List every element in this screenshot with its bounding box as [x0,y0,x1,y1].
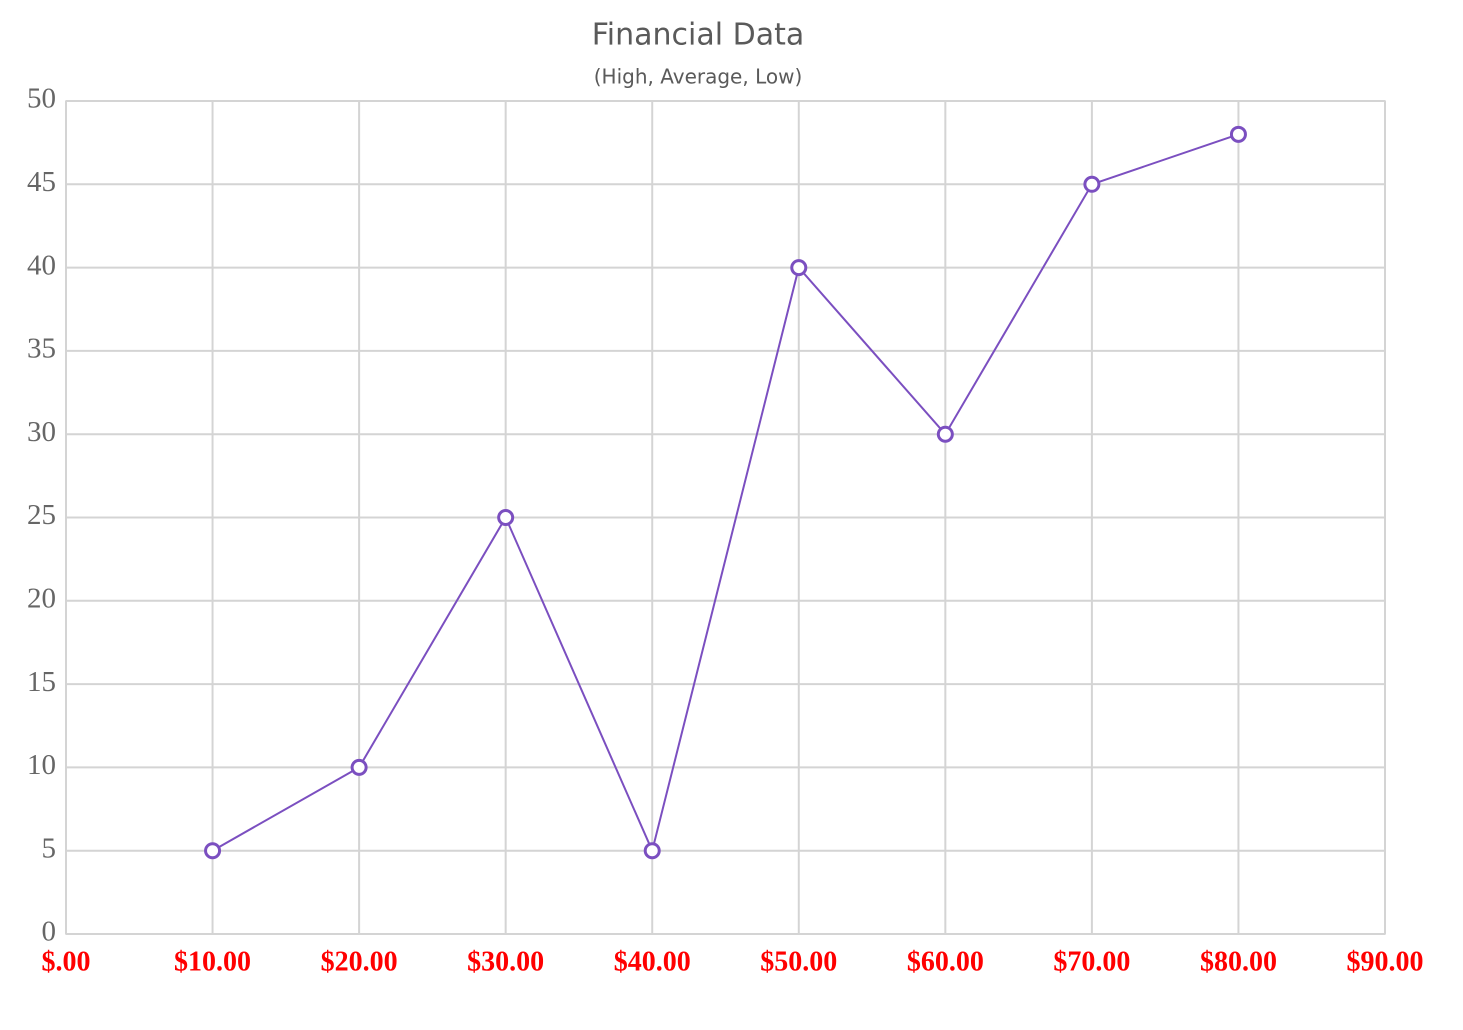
x-tick-label: $10.00 [174,946,251,977]
point [1229,125,1247,143]
x-tick-label: $90.00 [1347,946,1424,977]
y-tick-label: 0 [42,916,57,948]
x-tick-label: $.00 [42,946,91,977]
line [212,133,1239,854]
point [643,842,661,860]
point [497,509,515,526]
point [350,758,368,776]
x-tick-label: $80.00 [1200,946,1277,977]
x-tick-label: $50.00 [760,946,837,977]
x-tick-label: $20.00 [321,946,398,977]
point [936,425,954,443]
chart-title: Financial Data [592,18,805,53]
y-tick-label: 30 [27,416,56,448]
y-tick-label: 15 [27,666,56,698]
point [1083,175,1101,193]
y-tick-label: 40 [27,249,56,281]
y-tick-label: 35 [27,333,56,365]
x-tick-label: $30.00 [467,946,544,977]
y-tick-label: 20 [27,582,56,614]
y-tick-label: 10 [27,749,56,781]
point [790,259,808,277]
y-tick-label: 45 [27,166,56,198]
y-tick-label: 5 [42,832,57,864]
y-tick-label: 50 [27,83,56,115]
point [204,842,222,860]
x-tick-label: $40.00 [614,946,691,977]
x-tick-label: $60.00 [907,946,984,977]
x-tick-label: $70.00 [1053,946,1130,977]
chart-subtitle: (High, Average, Low) [594,65,803,89]
y-tick-label: 25 [27,499,56,531]
